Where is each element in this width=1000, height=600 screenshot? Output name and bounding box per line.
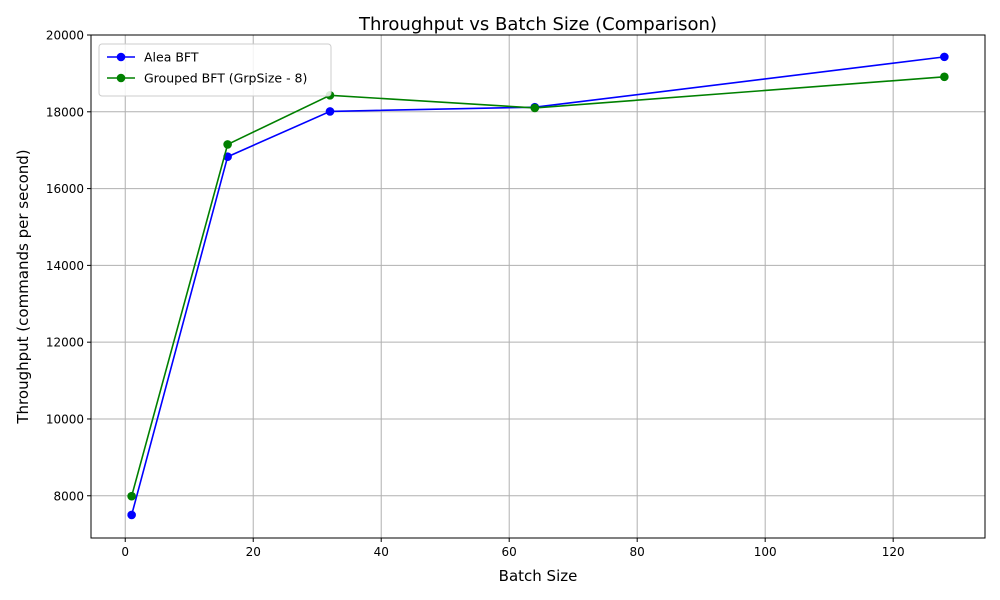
data-point-series-2 [127,491,136,501]
legend-marker-swatch [116,73,126,83]
y-tick-label: 20000 [46,29,84,43]
legend-marker-swatch [116,52,126,62]
x-tick-label: 100 [754,545,777,559]
data-point-series-1 [325,107,335,116]
legend-label: Grouped BFT (GrpSize - 8) [144,71,307,86]
x-tick-label: 120 [882,545,905,559]
y-tick-label: 16000 [46,182,84,196]
legend-label: Alea BFT [144,50,199,65]
x-tick-label: 20 [246,545,261,559]
data-point-series-2 [530,103,540,113]
plot-area-frame [90,34,986,539]
data-point-series-1 [940,52,949,62]
x-tick-label: 0 [121,545,129,559]
y-axis-label: Throughput (commands per second) [14,149,32,424]
y-tick-label: 14000 [46,259,84,273]
x-tick-label: 80 [630,545,645,559]
data-point-series-1 [127,510,136,520]
legend-box [98,43,332,97]
chart-title: Throughput vs Batch Size (Comparison) [358,14,717,35]
y-tick-label: 10000 [46,412,84,426]
x-tick-label: 40 [374,545,389,559]
y-tick-label: 12000 [46,336,84,350]
ticks: 0 20 40 60 80 100 120 8000 10000 12000 14000 16000 1… [46,29,905,560]
x-axis-label: Batch Size [499,567,578,585]
y-tick-label: 18000 [46,105,84,119]
y-tick-label: 8000 [53,489,84,503]
data-point-series-2 [223,140,232,149]
legend: Alea BFT Grouped BFT (GrpSize - 8) [98,43,332,97]
data-point-series-2 [940,72,949,82]
x-tick-label: 60 [502,545,517,559]
